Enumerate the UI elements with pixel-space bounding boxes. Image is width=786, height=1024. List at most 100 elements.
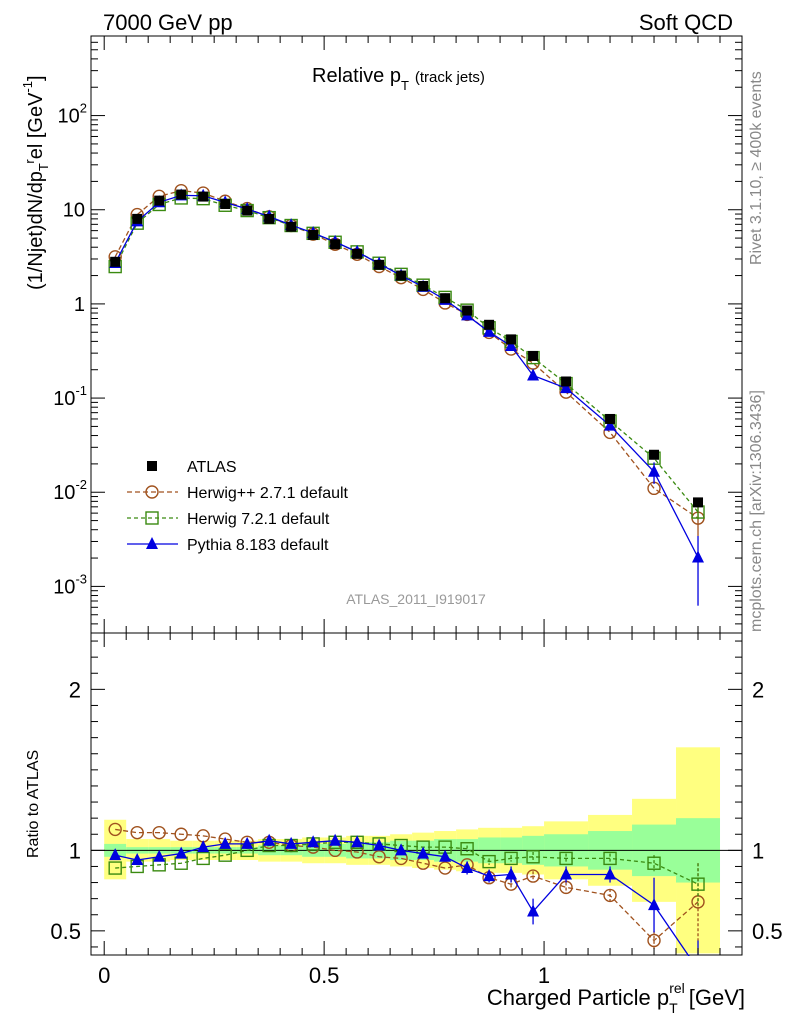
point-triangle [307, 835, 320, 848]
point-square [218, 848, 232, 862]
analysis-id: ATLAS_2011_I919017 [346, 591, 486, 607]
point-circle [145, 485, 159, 499]
point-data [110, 256, 121, 267]
point-triangle [527, 368, 540, 381]
point-data [308, 229, 319, 240]
y-tick-label: 10-3 [53, 571, 87, 598]
point-data [462, 305, 473, 316]
point-triangle [109, 848, 122, 861]
point-data [176, 189, 187, 200]
y-tick-label: 10 [63, 200, 85, 222]
point-triangle [153, 849, 166, 862]
point-triangle [505, 867, 518, 880]
point-square [526, 850, 540, 864]
header-right: Soft QCD [639, 10, 733, 35]
chart-title: Relative pT (track jets) [312, 65, 485, 93]
point-triangle [395, 843, 408, 856]
y-tick-label: 1 [74, 294, 85, 316]
point-square [647, 856, 661, 870]
point-data [352, 248, 363, 259]
x-tick-label: 1 [538, 963, 550, 988]
point-triangle [604, 867, 617, 880]
point-triangle [461, 861, 474, 874]
point-square [482, 854, 496, 869]
y-tick-label: 102 [58, 101, 87, 128]
point-data [220, 199, 231, 210]
mcplots-label: mcplots.cern.ch [arXiv:1306.3436] [748, 390, 765, 632]
point-triangle [285, 836, 298, 849]
point-data [264, 213, 275, 224]
point-triangle [417, 846, 430, 859]
rivet-label: Rivet 3.1.10, ≥ 400k events [748, 71, 765, 265]
point-data [605, 413, 616, 424]
ratio-y-tick-label: 0.5 [50, 919, 81, 944]
ratio-y-tick-label: 2 [752, 677, 764, 702]
legend-label: Herwig 7.2.1 default [187, 511, 330, 528]
point-triangle [146, 537, 158, 549]
x-tick-label: 0 [98, 963, 110, 988]
y-axis-label: (1/Njet)dN/dpTrel [GeV-1] [20, 75, 51, 290]
point-data [506, 334, 517, 345]
y-tick-label: 10-2 [53, 477, 87, 504]
point-data [484, 319, 495, 330]
legend-label: ATLAS [187, 459, 237, 476]
point-triangle [692, 550, 705, 563]
point-triangle [263, 833, 276, 846]
ratio-y-tick-label: 2 [69, 677, 81, 702]
point-triangle [648, 464, 661, 477]
ratio-y-axis-label: Ratio to ATLAS [25, 750, 42, 858]
point-data [396, 270, 407, 281]
point-square [691, 877, 705, 891]
point-triangle [560, 381, 573, 394]
point-circle [130, 825, 144, 840]
point-triangle [560, 867, 573, 880]
series-line [114, 194, 699, 558]
point-circle [603, 888, 617, 903]
point-square [559, 851, 573, 866]
point-square [145, 511, 159, 525]
point-triangle [241, 836, 254, 849]
point-square [196, 851, 210, 866]
point-triangle [373, 838, 386, 851]
point-triangle [351, 835, 364, 848]
point-circle [526, 869, 540, 883]
point-square [108, 861, 122, 875]
point-data [440, 293, 451, 304]
ratio-clip-mask [91, 956, 742, 1016]
legend-label: Pythia 8.183 default [187, 537, 329, 554]
ratio-y-tick-label: 1 [69, 838, 81, 863]
point-triangle [505, 339, 518, 352]
point-triangle [604, 418, 617, 431]
point-circle [174, 827, 188, 841]
point-circle [647, 933, 661, 948]
point-triangle [175, 846, 188, 859]
point-triangle [439, 849, 452, 862]
point-data [561, 376, 572, 387]
point-circle [438, 861, 452, 875]
point-triangle [219, 836, 232, 849]
point-triangle [131, 853, 144, 866]
point-data [528, 350, 539, 361]
point-data [693, 497, 704, 508]
point-square [504, 851, 518, 866]
y-tick-label: 10-1 [53, 383, 87, 410]
point-square [460, 842, 474, 856]
x-tick-label: 0.5 [309, 963, 340, 988]
point-data [418, 280, 429, 291]
point-data [132, 213, 143, 224]
header-left: 7000 GeV pp [103, 10, 233, 35]
point-data [330, 239, 341, 250]
point-data [286, 221, 297, 232]
point-triangle [197, 840, 210, 853]
point-triangle [483, 869, 496, 882]
point-square [603, 851, 617, 866]
point-triangle [527, 904, 540, 917]
point-data [198, 191, 209, 202]
x-axis-label: Charged Particle pTrel [GeV] [487, 980, 745, 1016]
ratio-y-tick-label: 0.5 [752, 919, 783, 944]
ratio-y-tick-label: 1 [752, 838, 764, 863]
point-triangle [483, 324, 496, 337]
ratio-frame [90, 632, 743, 956]
point-triangle [329, 833, 342, 846]
